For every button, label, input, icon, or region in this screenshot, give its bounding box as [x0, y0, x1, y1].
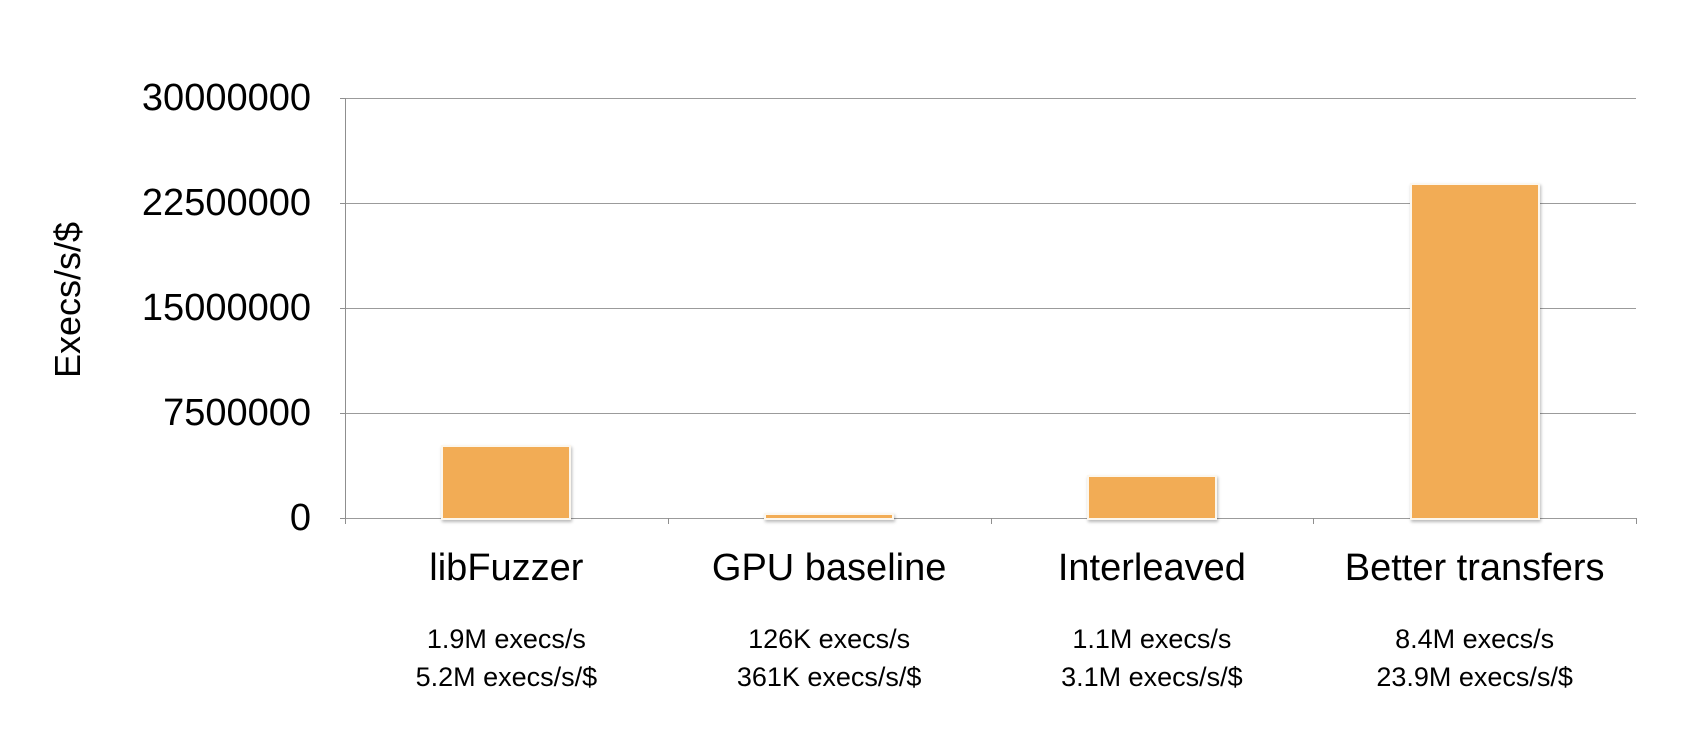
gridline-30000000: [345, 97, 1636, 99]
y-axis-title: Execs/s/$: [47, 221, 88, 379]
gridline-22500000: [345, 202, 1636, 204]
y-tick-mark: [340, 517, 345, 519]
annotation-execs-per-s: 126K execs/s: [748, 624, 911, 654]
y-tick-mark: [340, 97, 345, 99]
annotation-libfuzzer: 1.9M execs/s 5.2M execs/s/$: [345, 620, 668, 696]
y-tick-label: 7500000: [163, 392, 311, 434]
x-tick-mark: [345, 518, 346, 524]
y-tick-mark: [340, 307, 345, 309]
y-tick-label: 15000000: [141, 287, 311, 329]
bar-better-transfers: [1410, 183, 1540, 520]
y-tick-mark: [340, 412, 345, 414]
annotation-execs-per-s-per-dollar: 23.9M execs/s/$: [1376, 662, 1573, 692]
annotation-execs-per-s: 8.4M execs/s: [1395, 624, 1555, 654]
gridline-15000000: [345, 307, 1636, 309]
category-label-gpu-baseline: GPU baseline: [711, 547, 947, 589]
bar-libfuzzer: [441, 445, 571, 520]
annotation-execs-per-s-per-dollar: 361K execs/s/$: [736, 662, 922, 692]
x-tick-mark: [1313, 518, 1315, 524]
gridline-7500000: [345, 412, 1636, 414]
category-label-libfuzzer: libFuzzer: [429, 547, 584, 589]
category-label-interleaved: Interleaved: [1057, 547, 1246, 589]
annotation-execs-per-s: 1.1M execs/s: [1072, 624, 1232, 654]
annotation-execs-per-s: 1.9M execs/s: [426, 624, 586, 654]
y-axis-line: [345, 98, 346, 519]
annotation-better-transfers: 8.4M execs/s 23.9M execs/s/$: [1313, 620, 1636, 696]
x-tick-mark: [1636, 518, 1637, 524]
category-label-better-transfers: Better transfers: [1344, 547, 1605, 589]
annotation-execs-per-s-per-dollar: 5.2M execs/s/$: [415, 662, 598, 692]
y-tick-label: 22500000: [141, 182, 311, 224]
annotation-execs-per-s-per-dollar: 3.1M execs/s/$: [1061, 662, 1243, 692]
y-tick-label: 0: [289, 497, 311, 539]
x-tick-mark: [990, 518, 992, 524]
bar-gpu-baseline: [764, 513, 894, 520]
plot-area: [345, 97, 1636, 520]
x-tick-mark: [667, 518, 669, 524]
y-tick-mark: [340, 202, 345, 204]
annotation-gpu-baseline: 126K execs/s 361K execs/s/$: [668, 620, 991, 696]
bar-interleaved: [1087, 475, 1217, 520]
annotation-interleaved: 1.1M execs/s 3.1M execs/s/$: [991, 620, 1314, 696]
y-tick-label: 30000000: [141, 77, 311, 119]
